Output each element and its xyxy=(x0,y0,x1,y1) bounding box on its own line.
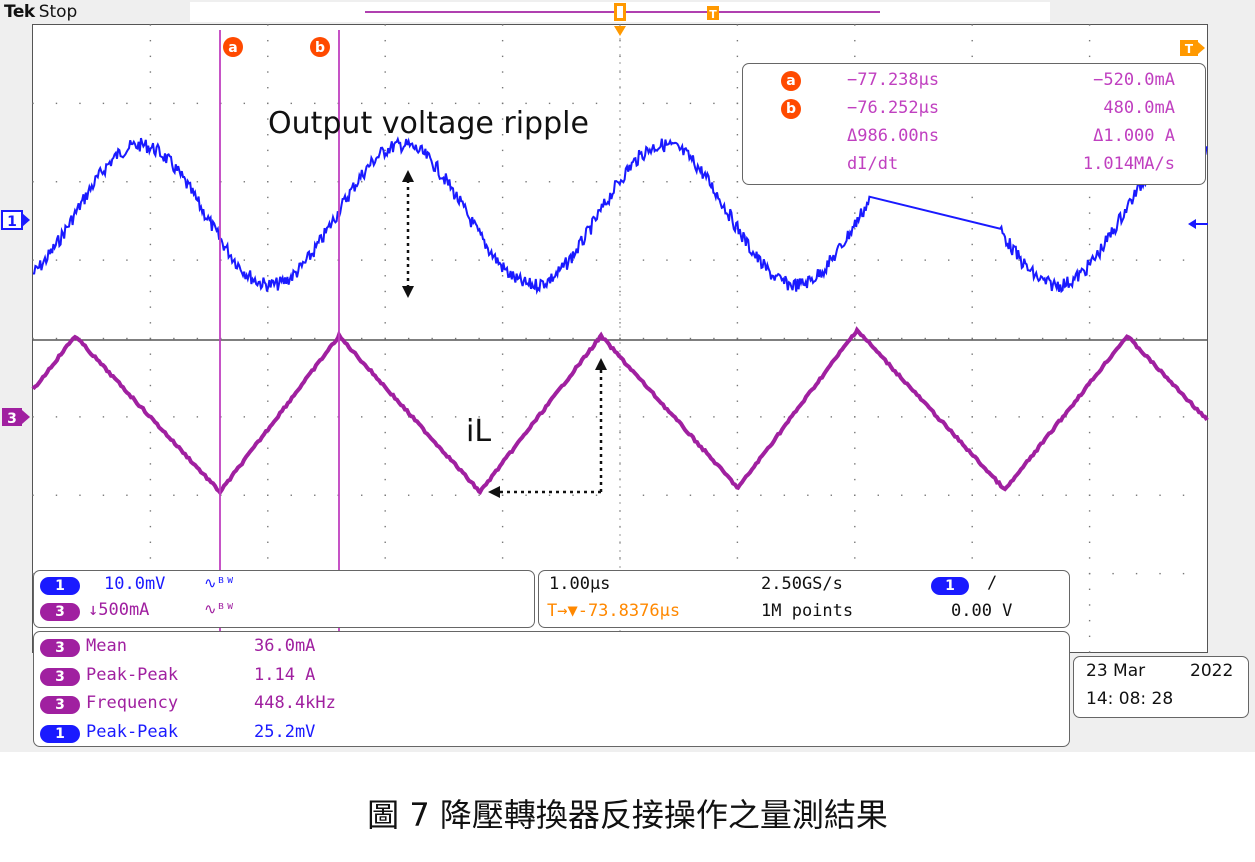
measurement-value: 36.0mA xyxy=(254,636,316,656)
ch3-marker-label: 3 xyxy=(7,411,17,427)
ch3-inductor-current-trace xyxy=(31,326,1209,496)
readout-value-3: 1.014MA/s xyxy=(1082,154,1175,174)
ch1-voltage-trace xyxy=(32,136,1208,295)
ch1-badge[interactable]: 1 xyxy=(40,577,80,595)
cursor-a-label: a xyxy=(228,40,237,56)
readout-value-2: Δ1.000 A xyxy=(1093,126,1175,146)
oscilloscope-screen: Tek Stop T a b xyxy=(0,0,1255,752)
cursor-a-icon[interactable] xyxy=(223,37,243,57)
readout-value-1: 480.0mA xyxy=(1103,98,1175,118)
ch1-coupling: ∿ᴮᵂ xyxy=(204,574,235,592)
trigger-level-icon[interactable] xyxy=(1180,40,1205,56)
measurement-ch-badge[interactable]: 3 xyxy=(40,696,80,714)
ch3-coupling: ∿ᴮᵂ xyxy=(204,600,235,618)
readout-time-2: Δ986.00ns xyxy=(847,126,940,146)
record-length: 1M points xyxy=(761,601,854,621)
acquisition-state: Stop xyxy=(38,2,78,22)
readout-time-1: −76.252µs xyxy=(847,98,940,118)
cursor-b-icon[interactable] xyxy=(310,37,330,57)
channel-settings-panel[interactable]: 1 10.0mV ∿ᴮᵂ 3 ↓500mA ∿ᴮᵂ xyxy=(33,570,535,628)
trigger-position: T→▼-73.8376µs xyxy=(547,601,681,621)
trigger-level: 0.00 V xyxy=(951,601,1013,621)
readout-time-0: −77.238µs xyxy=(847,70,940,90)
measurement-name: Frequency xyxy=(86,693,179,713)
measurement-name: Peak-Peak xyxy=(86,721,179,742)
trigger-position-arrow-icon xyxy=(614,26,626,36)
inductor-current-annotation: iL xyxy=(466,414,492,449)
ch3-marker-icon[interactable] xyxy=(2,408,30,426)
cursor-b-label: b xyxy=(315,40,325,56)
time-per-division: 1.00µs xyxy=(549,574,611,594)
measurement-name: Peak-Peak xyxy=(86,664,179,685)
readout-time-3: dI/dt xyxy=(847,154,899,174)
ch1-scale: 10.0mV xyxy=(104,574,166,594)
measurement-ch-badge[interactable]: 3 xyxy=(40,667,80,686)
measurement-ch-badge[interactable]: 3 xyxy=(40,639,80,657)
ch1-marker-icon[interactable] xyxy=(1,210,30,230)
ch1-trigger-ref-icon xyxy=(1188,219,1196,229)
trigger-source-badge[interactable]: 1 xyxy=(931,577,969,595)
measurement-name: Mean xyxy=(86,636,127,656)
year-label: 2022 xyxy=(1190,661,1234,681)
ch3-badge[interactable]: 3 xyxy=(40,603,80,621)
ripple-annotation: Output voltage ripple xyxy=(268,106,589,141)
timebase-panel[interactable]: 1.00µs 2.50GS/s 1 ∕ T→▼-73.8376µs 1M poi… xyxy=(538,570,1070,628)
date-label: 23 Mar xyxy=(1086,661,1146,681)
ch3-scale: ↓500mA xyxy=(88,600,150,620)
ch1-marker-label: 1 xyxy=(7,214,17,230)
measurement-value: 1.14 A xyxy=(254,664,316,685)
waveform-display: T a b T xyxy=(1,3,1209,653)
svg-text:T: T xyxy=(709,8,717,21)
record-position-icon: T xyxy=(707,6,719,21)
measurement-value: 448.4kHz xyxy=(254,693,336,713)
measurements-panel[interactable]: 3 Mean 36.0mA 3 Peak-Peak 1.14 A 3 Frequency 448… xyxy=(33,631,1070,747)
measurement-ch-badge[interactable]: 1 xyxy=(40,724,80,743)
current-arrow-icon xyxy=(488,358,607,498)
trigger-slope-icon: ∕ xyxy=(987,573,998,593)
sample-rate: 2.50GS/s xyxy=(761,574,843,594)
cursor-readout-panel: a −77.238µs −520.0mA b −76.252µs 480.0mA Δ986.… xyxy=(742,63,1206,185)
datetime-panel: 23 Mar 2022 14: 08: 28 xyxy=(1073,656,1249,718)
brand-logo: Tek Stop xyxy=(4,2,78,22)
record-trigger-icon xyxy=(614,3,626,21)
figure-caption: 圖 7 降壓轉換器反接操作之量測結果 xyxy=(367,796,888,834)
trigger-level-label: T xyxy=(1185,42,1194,56)
measurement-value: 25.2mV xyxy=(254,721,316,742)
ripple-arrow-icon xyxy=(402,170,414,298)
readout-cursor-a-icon: a xyxy=(781,71,801,91)
readout-cursor-b-icon: b xyxy=(781,99,801,119)
time-label: 14: 08: 28 xyxy=(1086,689,1174,709)
readout-value-0: −520.0mA xyxy=(1093,70,1175,90)
